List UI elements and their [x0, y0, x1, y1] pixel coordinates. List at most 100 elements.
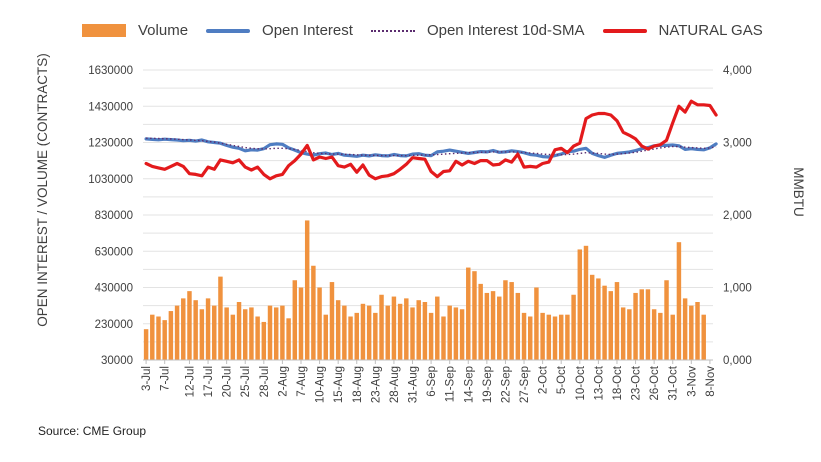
- x-tick-label: 5-Oct: [556, 365, 568, 394]
- legend-label-natural-gas: NATURAL GAS: [658, 22, 763, 39]
- volume-bar: [385, 305, 390, 360]
- volume-bar: [503, 280, 508, 360]
- left-tick-label: 1030000: [88, 174, 133, 186]
- volume-bar: [689, 305, 694, 360]
- x-tick-label: 31-Oct: [668, 365, 680, 400]
- volume-bar: [676, 242, 682, 360]
- right-axis-ticks: 0,000 1,000 2,000 3,000 4,000: [723, 65, 752, 367]
- volume-bar: [515, 292, 521, 360]
- x-tick-label: 3-Jul: [141, 366, 153, 391]
- natural-gas-line: [144, 99, 718, 181]
- legend-label-volume: Volume: [138, 22, 189, 39]
- volume-bar: [478, 283, 483, 360]
- volume-bar: [583, 245, 589, 360]
- legend-item-natural-gas: NATURAL GAS: [602, 22, 763, 39]
- left-axis-title: OPEN INTEREST / VOLUME (CONTRACTS): [35, 53, 50, 327]
- volume-bar: [651, 309, 657, 360]
- left-tick-label: 830000: [95, 210, 133, 222]
- volume-bar: [459, 309, 465, 360]
- x-tick-label: 6-Sep: [426, 366, 438, 397]
- volume-bar: [466, 267, 471, 360]
- legend-item-volume: Volume: [82, 22, 188, 39]
- volume-bar: [633, 292, 638, 360]
- volume-bar: [589, 274, 595, 360]
- open-interest-line: [144, 137, 718, 159]
- volume-bar: [453, 307, 459, 360]
- volume-bar: [273, 307, 279, 360]
- volume-bar: [558, 314, 564, 360]
- volume-bar: [143, 329, 149, 360]
- volume-bar: [540, 312, 545, 360]
- volume-bar: [242, 309, 248, 360]
- x-tick-label: 25-Jul: [240, 366, 252, 397]
- volume-bar: [645, 289, 651, 360]
- open-interest-10d-sma-line: [146, 137, 717, 157]
- volume-bar: [620, 307, 626, 360]
- volume-bar: [304, 220, 310, 360]
- x-tick-label: 2-Oct: [538, 365, 550, 394]
- x-tick-label: 12-Jul: [184, 366, 196, 397]
- x-tick-label: 7-Aug: [296, 366, 308, 397]
- volume-bar: [162, 320, 167, 360]
- x-tick-label: 22-Sep: [500, 366, 512, 403]
- volume-bar: [298, 287, 304, 360]
- volume-bar: [224, 307, 229, 360]
- volume-bar: [212, 305, 217, 360]
- left-tick-label: 30000: [101, 355, 133, 367]
- legend-swatch-natural-gas: [602, 28, 647, 33]
- volume-bar: [534, 287, 539, 360]
- volume-bar: [546, 314, 552, 360]
- legend-label-sma: Open Interest 10d-SMA: [426, 22, 585, 39]
- volume-bar: [416, 300, 421, 360]
- volume-bar: [193, 300, 198, 360]
- volume-bar: [614, 282, 620, 360]
- volume-bar: [596, 278, 601, 360]
- volume-bar: [335, 300, 341, 360]
- volume-bar: [261, 321, 267, 360]
- legend-item-open-interest: Open Interest: [206, 22, 353, 39]
- volume-bar: [255, 316, 260, 360]
- volume-bar: [701, 314, 706, 360]
- x-tick-label: 31-Aug: [408, 366, 420, 403]
- volume-bar: [199, 309, 205, 360]
- volume-bar: [565, 314, 570, 360]
- volume-bar: [205, 298, 211, 360]
- x-tick-label: 11-Sep: [445, 366, 457, 402]
- x-tick-label: 14-Sep: [463, 366, 475, 403]
- x-tick-label: 8-Nov: [705, 366, 717, 397]
- volume-bar: [292, 280, 298, 360]
- left-tick-label: 1430000: [88, 101, 133, 113]
- gridlines: [143, 69, 713, 343]
- volume-bar: [249, 307, 254, 360]
- left-tick-label: 230000: [95, 319, 133, 331]
- x-axis-ticks: 3-Jul 7-Jul 12-Jul 17-Jul 20-Jul 25-Jul 28-Jul…: [141, 360, 717, 403]
- volume-bar: [441, 316, 446, 360]
- volume-bar: [422, 302, 428, 360]
- volume-bar: [236, 302, 242, 360]
- volume-bar: [317, 287, 322, 360]
- left-tick-label: 630000: [95, 246, 133, 258]
- volume-bar: [670, 314, 675, 360]
- right-tick-label: 1,000: [723, 283, 752, 295]
- volume-bar: [571, 294, 576, 360]
- volume-bar: [187, 291, 192, 360]
- x-tick-label: 3-Nov: [686, 366, 698, 397]
- volume-bars: [143, 220, 706, 360]
- volume-bar: [527, 316, 533, 360]
- volume-bar: [329, 282, 335, 360]
- volume-bar: [435, 296, 440, 360]
- x-tick-label: 15-Aug: [333, 366, 345, 403]
- volume-bar: [404, 298, 409, 360]
- volume-bar: [664, 280, 669, 360]
- legend-swatch-open-interest: [206, 28, 251, 33]
- volume-bar: [397, 303, 403, 360]
- volume-bar: [360, 303, 366, 360]
- volume-bar: [174, 305, 180, 360]
- x-tick-label: 27-Sep: [519, 366, 531, 403]
- legend-label-open-interest: Open Interest: [262, 22, 353, 39]
- x-tick-label: 20-Jul: [222, 366, 234, 397]
- volume-bar: [366, 305, 372, 360]
- volume-bar: [521, 312, 527, 360]
- x-tick-label: 17-Jul: [203, 366, 215, 397]
